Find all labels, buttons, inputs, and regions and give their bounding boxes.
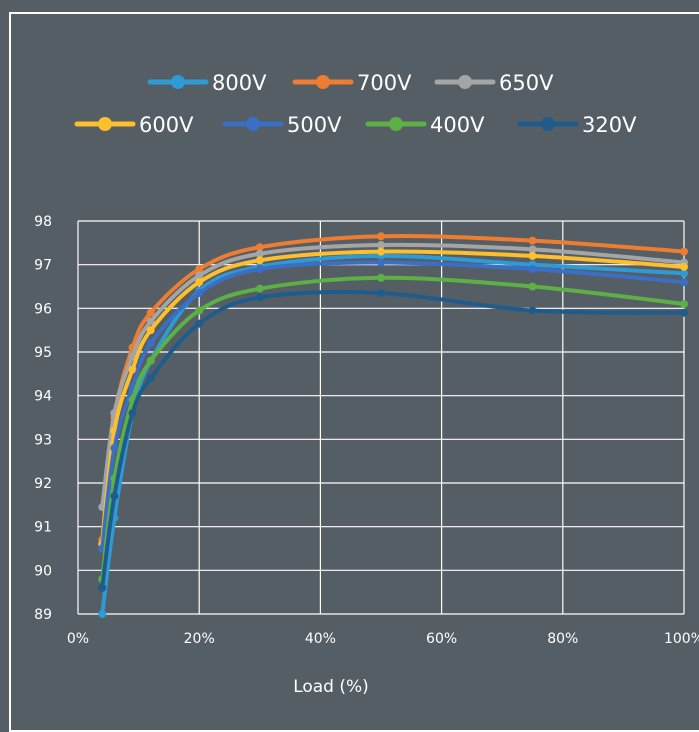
data-point <box>195 306 204 315</box>
legend-label: 500V <box>287 113 342 137</box>
series-line-500V <box>100 260 686 551</box>
data-point <box>255 249 264 258</box>
legend-swatch-marker <box>316 75 330 89</box>
data-point <box>110 492 119 501</box>
data-point <box>528 245 537 254</box>
legend-label: 320V <box>582 113 637 137</box>
data-point <box>377 258 385 267</box>
legend-item-700V: 700V <box>292 71 412 95</box>
y-tick-label: 94 <box>34 389 52 405</box>
data-point <box>255 243 264 252</box>
series-line-600V <box>100 249 686 547</box>
y-tick-label: 98 <box>34 214 52 230</box>
data-point <box>146 308 155 317</box>
data-point <box>680 262 688 271</box>
legend-item-600V: 600V <box>74 113 194 137</box>
y-tick-label: 91 <box>34 520 52 536</box>
data-point <box>377 247 385 256</box>
data-point <box>146 317 155 326</box>
x-tick-label: 0% <box>67 631 89 647</box>
data-point <box>255 256 264 265</box>
legend-swatch-marker <box>98 117 112 131</box>
data-point <box>195 289 204 298</box>
data-point <box>146 339 155 348</box>
data-point <box>128 409 137 418</box>
series-lines <box>98 232 688 618</box>
data-point <box>146 356 155 365</box>
y-tick-label: 95 <box>34 345 52 361</box>
x-axis-title: Load (%) <box>293 677 369 697</box>
data-point <box>255 284 264 293</box>
data-point <box>255 293 264 302</box>
series-line-400V <box>100 275 686 582</box>
data-point <box>195 319 204 328</box>
data-point <box>128 365 137 374</box>
data-point <box>255 265 264 274</box>
y-tick-label: 90 <box>34 563 52 579</box>
data-point <box>377 289 385 298</box>
y-tick-label: 89 <box>34 607 52 623</box>
grid-lines <box>77 220 685 615</box>
series-line-650V <box>100 242 686 510</box>
data-point <box>195 271 204 280</box>
legend-item-650V: 650V <box>434 71 554 95</box>
legend-swatch-marker <box>458 75 472 89</box>
data-point <box>377 273 385 282</box>
legend-swatch-marker <box>541 117 555 131</box>
y-tick-label: 92 <box>34 476 52 492</box>
data-point <box>377 232 385 241</box>
tick-labels: 89 90 91 92 93 94 95 96 97 98 0% 20% 40% 60% 80% 100% <box>34 214 699 647</box>
y-tick-label: 96 <box>34 301 52 317</box>
data-point <box>680 278 688 287</box>
efficiency-chart: 89 90 91 92 93 94 95 96 97 98 0% 20% 40% 60% 80% 100% 8… <box>34 71 699 697</box>
data-point <box>680 308 688 317</box>
legend-label: 700V <box>357 71 412 95</box>
data-point <box>680 299 688 308</box>
x-tick-label: 100% <box>664 631 699 647</box>
data-point <box>146 374 155 383</box>
data-point <box>195 278 204 287</box>
data-point <box>528 306 537 315</box>
legend-item-320V: 320V <box>517 113 637 137</box>
data-point <box>146 326 155 335</box>
x-tick-label: 20% <box>184 631 215 647</box>
series-800V <box>98 251 688 618</box>
series-400V <box>98 273 688 584</box>
series-650V <box>98 241 688 512</box>
data-point <box>98 583 107 592</box>
legend: 800V 700V 650V 600V 500V 400V 320V <box>74 71 637 137</box>
data-point <box>680 269 688 278</box>
legend-swatch-marker <box>389 117 403 131</box>
legend-swatch-marker <box>246 117 260 131</box>
legend-label: 400V <box>430 113 485 137</box>
data-point <box>110 444 119 453</box>
data-point <box>528 251 537 260</box>
series-500V <box>98 258 688 553</box>
data-point <box>528 282 537 291</box>
x-tick-label: 80% <box>547 631 578 647</box>
data-point <box>528 236 537 245</box>
legend-item-800V: 800V <box>147 71 267 95</box>
data-point <box>98 610 107 618</box>
legend-item-400V: 400V <box>365 113 485 137</box>
x-tick-label: 40% <box>305 631 336 647</box>
data-point <box>377 241 385 250</box>
x-tick-label: 60% <box>426 631 457 647</box>
legend-swatch-marker <box>171 75 185 89</box>
series-line-800V <box>100 253 686 616</box>
data-point <box>528 265 537 274</box>
legend-label: 800V <box>212 71 267 95</box>
legend-item-500V: 500V <box>222 113 342 137</box>
legend-label: 650V <box>499 71 554 95</box>
y-tick-label: 97 <box>34 258 52 274</box>
series-600V <box>98 247 688 549</box>
data-point <box>680 247 688 256</box>
series-320V <box>98 289 688 592</box>
data-point <box>195 265 204 274</box>
legend-label: 600V <box>139 113 194 137</box>
series-line-320V <box>100 290 686 590</box>
y-tick-label: 93 <box>34 432 52 448</box>
